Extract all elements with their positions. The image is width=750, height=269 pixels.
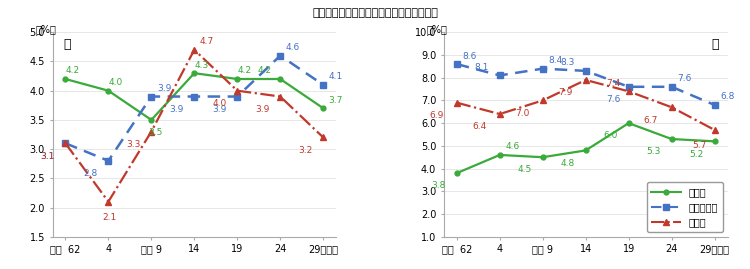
Text: （%）: （%）: [35, 24, 56, 34]
Text: 3.8: 3.8: [432, 181, 446, 190]
Text: 5.3: 5.3: [646, 147, 661, 156]
Text: 男: 男: [64, 38, 71, 51]
Text: 7.6: 7.6: [677, 74, 692, 83]
Text: 8.1: 8.1: [475, 63, 489, 72]
Legend: 転職率, 新規就業率, 離職率: 転職率, 新規就業率, 離職率: [646, 182, 723, 232]
Text: 4.2: 4.2: [65, 66, 80, 75]
Text: 6.0: 6.0: [604, 132, 618, 140]
Text: 4.6: 4.6: [506, 142, 520, 151]
Text: 6.7: 6.7: [644, 115, 658, 125]
Text: 3.9: 3.9: [170, 105, 184, 114]
Text: （%）: （%）: [427, 24, 448, 34]
Text: 3.1: 3.1: [40, 151, 55, 161]
Text: 4.0: 4.0: [108, 78, 122, 87]
Text: 8.4: 8.4: [548, 56, 562, 65]
Text: 4.3: 4.3: [194, 61, 208, 70]
Text: 7.6: 7.6: [607, 95, 621, 104]
Text: 3.9: 3.9: [212, 105, 226, 114]
Text: 4.7: 4.7: [200, 37, 214, 46]
Text: 4.8: 4.8: [561, 159, 575, 168]
Text: 5.7: 5.7: [692, 141, 706, 150]
Text: 2.8: 2.8: [83, 169, 98, 178]
Text: 3.7: 3.7: [328, 96, 344, 105]
Text: 7.0: 7.0: [515, 109, 529, 118]
Text: 2.1: 2.1: [103, 213, 117, 222]
Text: 図６　転職率・新規就業率・離職率の推移: 図６ 転職率・新規就業率・離職率の推移: [312, 8, 438, 18]
Text: 3.5: 3.5: [148, 128, 163, 137]
Text: 4.2: 4.2: [237, 66, 251, 75]
Text: 3.2: 3.2: [298, 146, 313, 155]
Text: 4.2: 4.2: [258, 66, 272, 75]
Text: 4.1: 4.1: [328, 72, 343, 81]
Text: 4.6: 4.6: [286, 43, 300, 52]
Text: 女: 女: [712, 38, 719, 51]
Text: 8.3: 8.3: [561, 58, 575, 67]
Text: 7.9: 7.9: [558, 88, 572, 97]
Text: 6.4: 6.4: [472, 122, 486, 131]
Text: 7.4: 7.4: [607, 79, 621, 88]
Text: 4.5: 4.5: [518, 165, 532, 175]
Text: 3.9: 3.9: [157, 84, 171, 93]
Text: 8.6: 8.6: [462, 52, 477, 61]
Text: 3.9: 3.9: [255, 105, 270, 114]
Text: 5.2: 5.2: [689, 150, 703, 159]
Text: 6.8: 6.8: [720, 93, 734, 101]
Text: 3.1: 3.1: [40, 151, 55, 161]
Text: 3.3: 3.3: [126, 140, 141, 149]
Text: 4.0: 4.0: [212, 99, 226, 108]
Text: 6.9: 6.9: [429, 111, 443, 120]
